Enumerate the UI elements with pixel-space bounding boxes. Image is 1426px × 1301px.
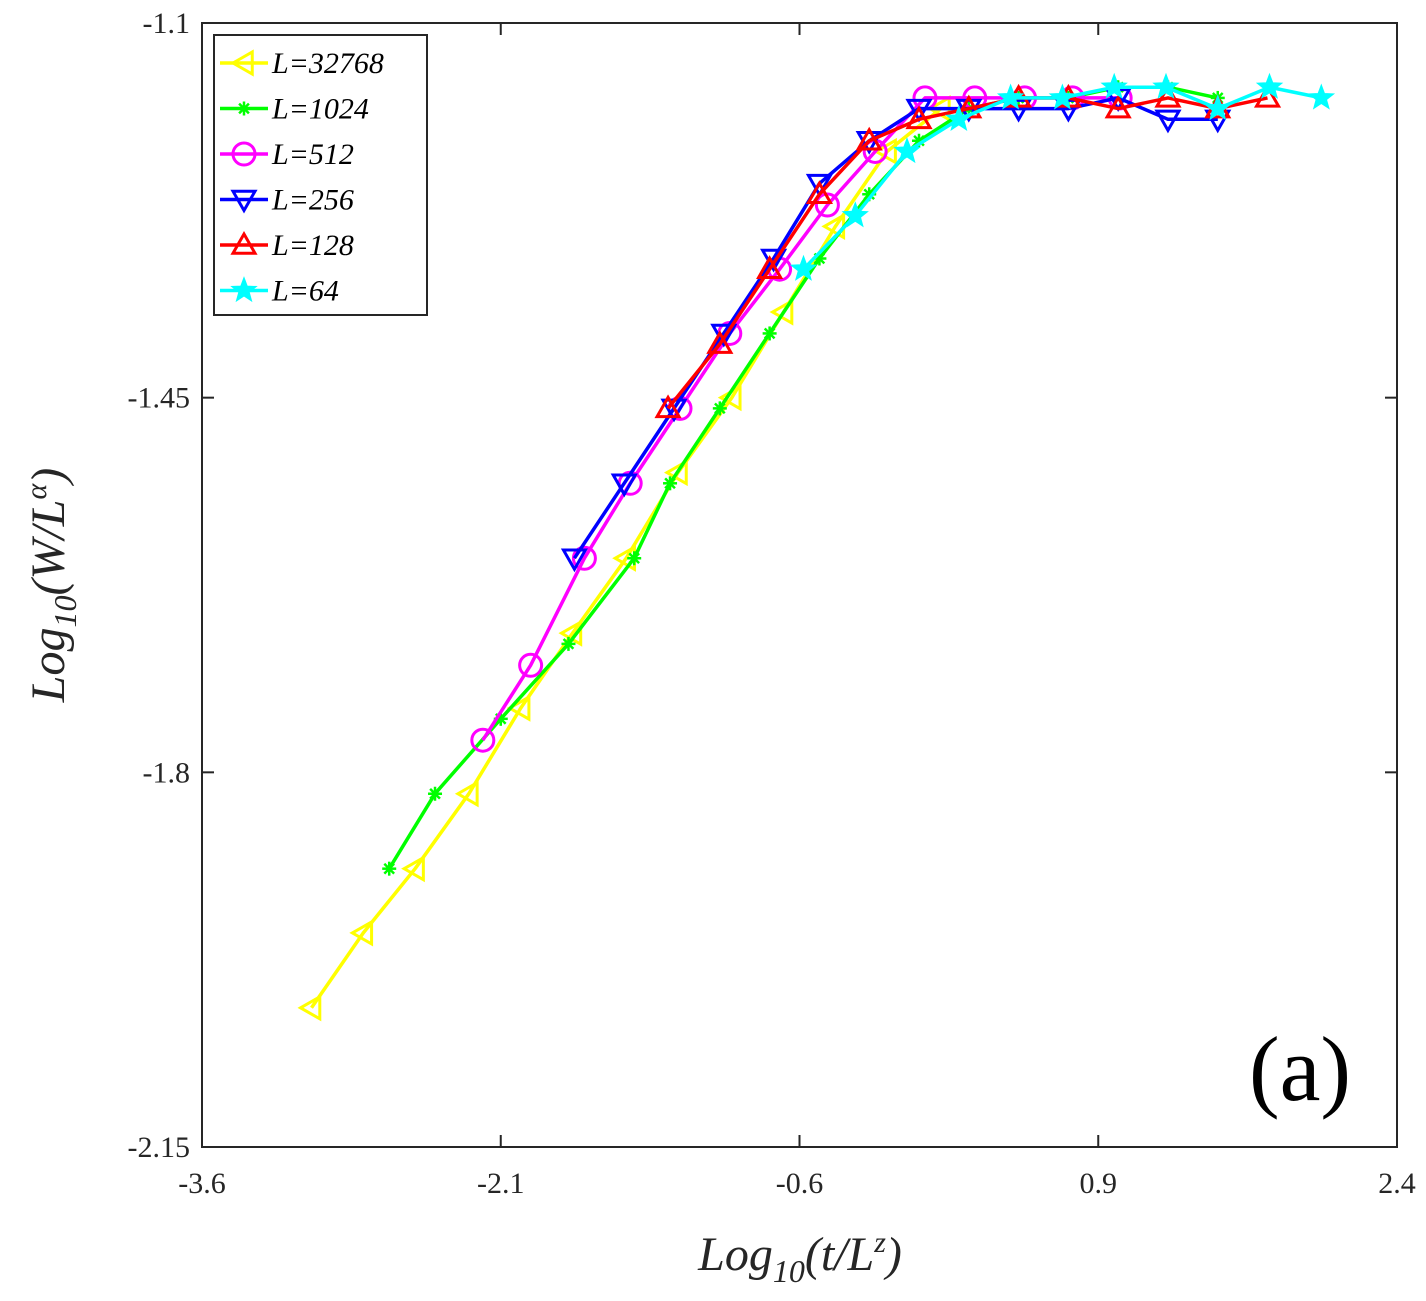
series-L=512 [470, 85, 1133, 753]
data-point [382, 861, 397, 876]
legend-label: L=512 [271, 138, 354, 171]
data-point [1307, 83, 1336, 110]
data-point [905, 98, 933, 123]
legend: L=32768 L=1024 L=512 L=256 L=128 L=64 [213, 34, 428, 316]
legend-marker [231, 141, 257, 167]
data-point [1154, 109, 1182, 134]
data-point [654, 394, 682, 419]
y-tick-label: -1.45 [128, 382, 191, 415]
y-axis-title-open: (W/L [22, 500, 75, 596]
legend-marker [230, 189, 258, 214]
data-point [905, 105, 933, 130]
x-axis-title-superscript: z [873, 1226, 886, 1259]
series-L=64 [789, 72, 1336, 281]
x-tick-label: 0.9 [1080, 1167, 1118, 1200]
legend-item: L=512 [220, 138, 354, 171]
data-point [349, 919, 374, 947]
y-tick-label: -1.8 [143, 756, 191, 789]
data-point [1255, 72, 1284, 99]
data-point [518, 652, 544, 678]
data-point [756, 255, 784, 279]
legend-marker [229, 49, 254, 77]
x-tick-label: -2.1 [477, 1167, 525, 1200]
data-point [297, 994, 322, 1022]
legend-item: L=64 [220, 275, 339, 308]
data-point [841, 201, 869, 228]
data-point [401, 855, 425, 883]
legend-marker [230, 230, 258, 255]
series-line [802, 85, 1322, 271]
data-point [506, 694, 531, 722]
data-point [470, 727, 496, 753]
legend-marker [237, 101, 251, 116]
data-point [627, 551, 642, 566]
x-tick-label: -3.6 [178, 1167, 226, 1200]
data-point [1004, 98, 1033, 123]
data-point [855, 126, 883, 151]
y-axis-title-subscript: 10 [47, 596, 83, 628]
legend-item: L=256 [220, 184, 354, 217]
data-point [996, 83, 1025, 110]
y-tick-label: -1.1 [143, 7, 191, 40]
series-layer [297, 72, 1336, 1022]
data-point [428, 786, 443, 801]
data-point [454, 780, 479, 808]
data-point [1048, 83, 1077, 110]
data-point [571, 545, 597, 571]
legend-item: L=1024 [220, 93, 369, 126]
data-point [1100, 72, 1128, 99]
x-tick-label: -0.6 [776, 1167, 824, 1200]
y-axis-title: Log10(W/Lα) [20, 468, 83, 703]
legend-label: L=128 [271, 229, 354, 262]
series-L=1024 [382, 80, 1225, 876]
data-point [1152, 72, 1180, 99]
series-line [572, 96, 1218, 560]
series-line [666, 96, 1268, 410]
data-point [789, 254, 818, 281]
data-point [805, 173, 834, 198]
y-axis-title-close: ) [22, 468, 75, 487]
legend-label: L=1024 [271, 93, 369, 126]
data-point [712, 401, 727, 416]
tick-layer: -3.6 -2.1 -0.6 0.9 2.4 -2.15 -1.8 -1.45 -1.1 [128, 7, 1416, 1200]
data-point [610, 473, 638, 498]
legend-label: L=64 [271, 275, 339, 308]
x-axis-title-subscript: 10 [773, 1253, 805, 1289]
legend-marker [230, 276, 258, 303]
data-point [561, 636, 576, 651]
x-tick-label: 2.4 [1378, 1167, 1416, 1200]
data-point [1204, 94, 1232, 121]
data-point [706, 330, 734, 354]
data-point [1054, 98, 1082, 123]
data-point [663, 476, 678, 491]
data-point [1104, 94, 1132, 119]
x-axis-title-prefix: Log [697, 1228, 773, 1281]
data-point [762, 326, 777, 341]
x-axis-title: Log10(t/Lz) [697, 1226, 902, 1289]
legend-item: L=128 [220, 229, 354, 262]
legend-label: L=256 [271, 184, 354, 217]
data-point [814, 192, 840, 218]
x-axis-title-close: ) [883, 1228, 902, 1281]
y-axis-title-prefix: Log [22, 628, 75, 704]
data-point [945, 104, 973, 132]
legend-label: L=32768 [271, 47, 384, 80]
data-point [805, 180, 834, 205]
data-point [663, 459, 688, 487]
legend-box [213, 34, 428, 316]
y-axis-title-superscript: α [20, 483, 53, 500]
series-line [387, 85, 1219, 870]
data-point [560, 548, 589, 573]
data-point [893, 137, 921, 164]
y-tick-label: -2.15 [128, 1131, 191, 1164]
series-line [310, 107, 942, 1009]
panel-label: (a) [1249, 1018, 1351, 1120]
x-axis-title-open: (t/L [805, 1228, 874, 1281]
legend-item: L=32768 [220, 47, 384, 80]
